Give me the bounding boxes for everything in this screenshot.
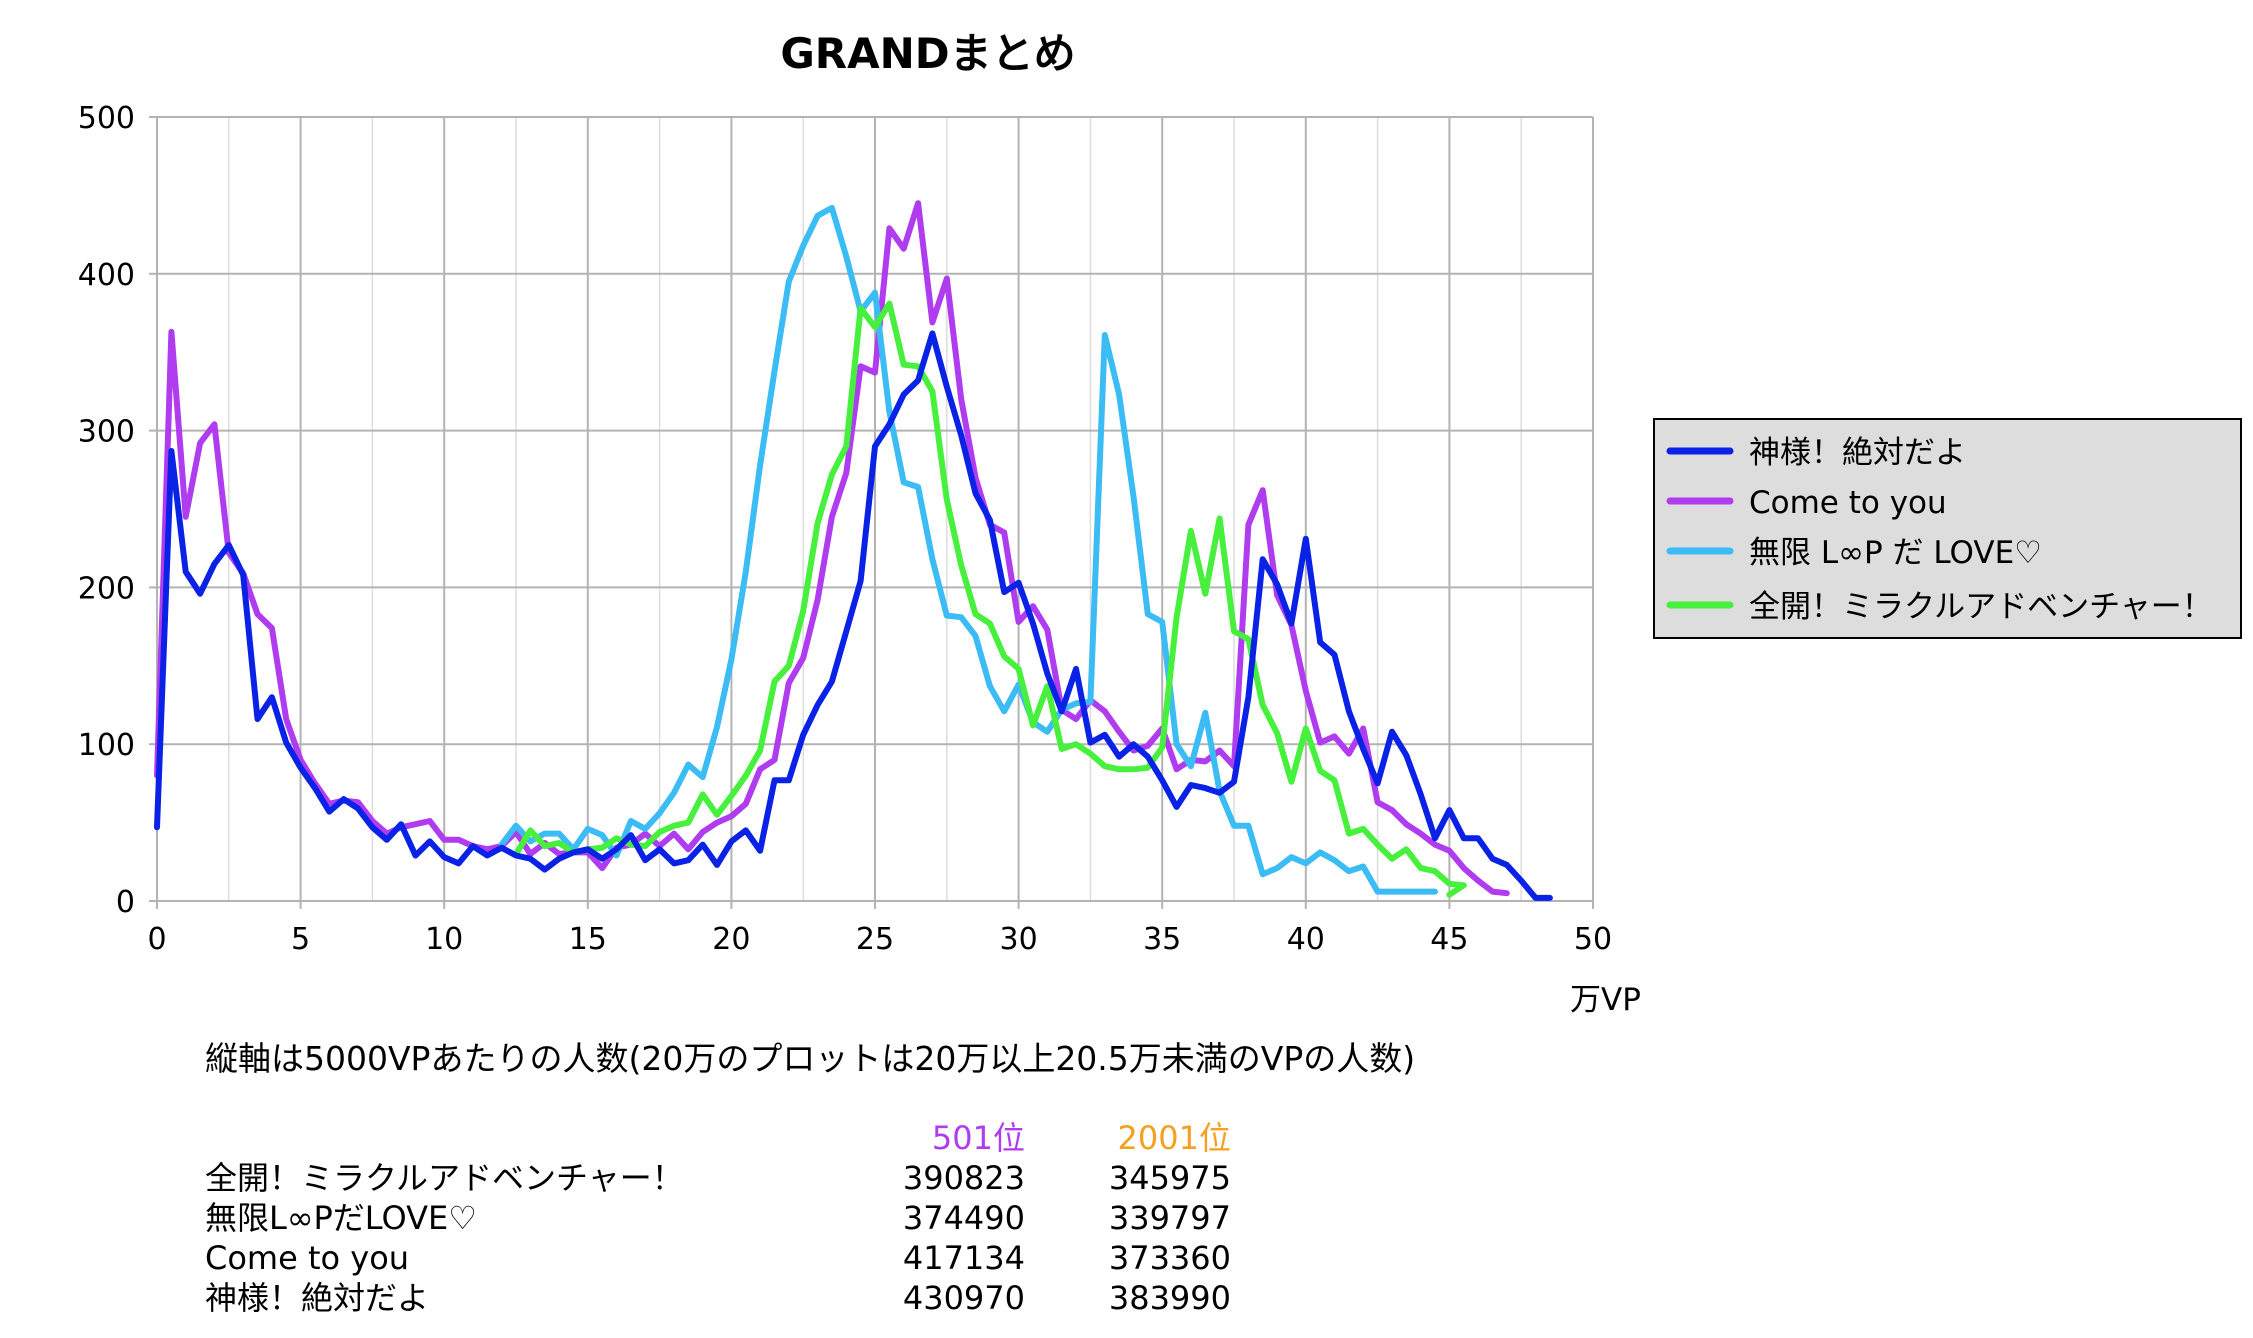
y-tick-label: 400 (78, 258, 135, 293)
series-line-1 (154, 330, 1553, 901)
x-tick-label: 20 (712, 922, 750, 957)
legend-box (1653, 418, 2242, 639)
legend-label: Come to you (1749, 485, 1947, 521)
x-tick-label: 40 (1287, 922, 1325, 957)
rank-row-label: 神様！絶対だよ (205, 1279, 430, 1317)
plot-grid (156, 116, 1594, 902)
x-tick-label: 15 (569, 922, 607, 957)
legend-label: 無限 L∞P だ LOVE♡ (1749, 535, 2042, 571)
y-tick-label: 100 (78, 728, 135, 763)
legend: 神様！絶対だよ Come to you 無限 L∞P だ LOVE♡ 全開！ミラクルア… (1653, 418, 2242, 639)
rank-row-2001: 345975 (1108, 1159, 1231, 1197)
rank-row-501: 430970 (902, 1279, 1025, 1317)
series-lines (154, 200, 1553, 901)
series-line-4 (513, 300, 1467, 898)
rank-row-501: 374490 (902, 1199, 1025, 1237)
x-tick-label: 30 (1000, 922, 1038, 957)
rank-row-501: 417134 (902, 1239, 1025, 1277)
x-tick-label: 0 (147, 922, 166, 957)
rank-row-2001: 383990 (1108, 1279, 1231, 1317)
rank-header-2001: 2001位 (1117, 1119, 1231, 1157)
legend-label: 神様！絶対だよ (1749, 435, 1966, 471)
y-tick-label: 200 (78, 571, 135, 606)
x-tick-label: 5 (291, 922, 310, 957)
rank-row-label: 無限L∞PだLOVE♡ (205, 1199, 477, 1237)
rank-row-501: 390823 (902, 1159, 1025, 1197)
x-tick-label: 45 (1430, 922, 1468, 957)
x-tick-label: 25 (856, 922, 894, 957)
chart-title: GRANDまとめ (780, 29, 1075, 78)
rank-row-label: Come to you (205, 1239, 410, 1277)
series-line-3 (498, 204, 1438, 895)
chart-note: 縦軸は5000VPあたりの人数(20万のプロットは20万以上20.5万未満のVP… (205, 1039, 1416, 1078)
x-tick-label: 35 (1143, 922, 1181, 957)
y-tick-label: 300 (78, 415, 135, 450)
y-tick-label: 500 (78, 101, 135, 136)
rank-header-501: 501位 (931, 1119, 1025, 1157)
rank-row-2001: 339797 (1108, 1199, 1231, 1237)
rank-row-2001: 373360 (1108, 1239, 1231, 1277)
x-axis-label: 万VP (1570, 982, 1641, 1018)
rank-row-label: 全開！ミラクルアドベンチャー！ (205, 1159, 684, 1197)
x-tick-label: 50 (1574, 922, 1612, 957)
legend-label: 全開！ミラクルアドベンチャー！ (1749, 589, 2213, 625)
x-tick-label: 10 (425, 922, 463, 957)
y-tick-label: 0 (116, 885, 135, 920)
